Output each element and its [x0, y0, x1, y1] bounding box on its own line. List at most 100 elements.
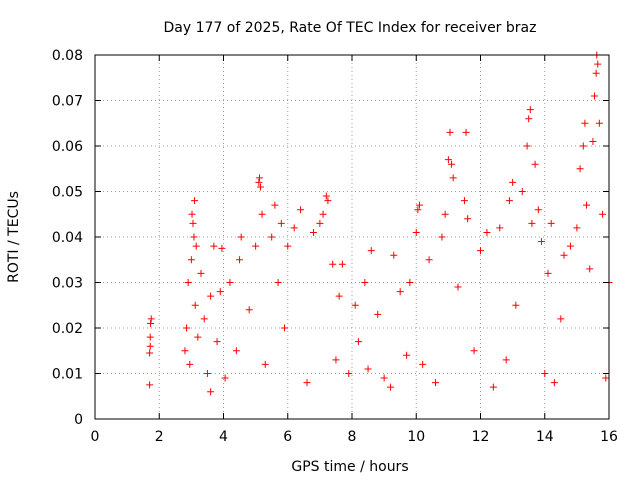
x-tick-label: 16: [600, 429, 618, 445]
chart-title: Day 177 of 2025, Rate Of TEC Index for r…: [164, 20, 537, 36]
data-point: [245, 306, 253, 314]
data-point: [595, 119, 603, 127]
x-axis-label: GPS time / hours: [291, 459, 408, 475]
data-point: [197, 269, 205, 277]
data-point: [281, 324, 289, 332]
data-point: [573, 224, 581, 232]
data-point: [187, 256, 195, 264]
x-tick-label: 10: [407, 429, 425, 445]
data-point: [432, 379, 440, 387]
data-point: [190, 233, 198, 241]
data-point: [460, 197, 468, 205]
data-point: [557, 315, 565, 323]
data-point: [438, 233, 446, 241]
data-point: [449, 174, 457, 182]
y-tick-label: 0.01: [52, 367, 83, 383]
data-point: [332, 356, 340, 364]
data-point: [218, 244, 226, 252]
data-point: [367, 247, 375, 255]
data-point: [146, 349, 154, 357]
data-point: [335, 292, 343, 300]
data-point: [213, 338, 221, 346]
data-point: [496, 224, 504, 232]
data-point: [566, 242, 574, 250]
data-point: [576, 165, 584, 173]
data-point: [338, 260, 346, 268]
data-point: [560, 251, 568, 259]
data-point: [589, 137, 597, 145]
data-point: [200, 315, 208, 323]
data-point: [309, 228, 317, 236]
data-point: [181, 347, 189, 355]
data-point: [414, 206, 422, 214]
data-point: [464, 215, 472, 223]
data-point: [364, 365, 372, 373]
data-point: [207, 388, 215, 396]
data-point: [316, 219, 324, 227]
data-point: [232, 347, 240, 355]
data-point: [396, 288, 404, 296]
data-point: [419, 360, 427, 368]
data-point: [526, 106, 534, 114]
data-point: [226, 279, 234, 286]
data-point: [581, 119, 589, 127]
data-point: [444, 156, 452, 164]
data-point: [345, 370, 353, 377]
data-point: [268, 233, 276, 241]
data-point: [544, 269, 552, 277]
x-tick-label: 0: [91, 429, 100, 445]
data-point: [261, 360, 269, 368]
data-point: [361, 279, 369, 286]
data-point: [274, 279, 282, 286]
data-point: [146, 333, 154, 341]
data-point: [255, 174, 263, 182]
data-point: [425, 256, 433, 264]
data-point: [324, 197, 332, 205]
data-point: [284, 242, 292, 250]
data-point: [525, 115, 533, 123]
data-point: [146, 342, 154, 350]
y-tick-label: 0.04: [52, 230, 83, 246]
data-point: [505, 197, 513, 205]
data-point: [147, 315, 155, 323]
data-point: [146, 381, 154, 389]
y-tick-label: 0.03: [52, 276, 83, 292]
data-point: [448, 160, 456, 168]
data-point: [591, 92, 599, 100]
data-point: [390, 251, 398, 259]
data-point: [216, 288, 224, 296]
data-point: [351, 301, 359, 309]
data-point: [523, 142, 531, 150]
data-point: [528, 219, 536, 227]
data-point: [403, 351, 411, 359]
data-point: [518, 188, 526, 195]
data-point: [210, 242, 218, 250]
data-point: [271, 201, 279, 209]
axis-ticks: 0 2 4 6 8 10 12 14 16 0 0.01 0.02 0.03 0.04 0.05 0.06 0.…: [52, 48, 618, 445]
data-point: [221, 374, 229, 382]
data-point: [252, 242, 260, 250]
data-point: [322, 192, 330, 200]
y-tick-label: 0.05: [52, 185, 83, 201]
data-point: [329, 260, 337, 268]
data-point: [509, 178, 517, 186]
data-point: [277, 219, 285, 227]
data-point: [207, 292, 215, 300]
data-point: [534, 206, 542, 214]
data-point: [256, 183, 264, 191]
data-point: [237, 233, 245, 241]
data-point: [483, 228, 491, 236]
data-point: [541, 370, 549, 377]
data-point: [441, 210, 449, 218]
x-tick-label: 2: [155, 429, 164, 445]
x-tick-label: 6: [283, 429, 292, 445]
data-point: [236, 256, 244, 264]
data-point: [303, 379, 311, 387]
y-tick-label: 0.02: [52, 321, 83, 337]
data-point: [203, 370, 211, 377]
data-point: [599, 210, 607, 218]
data-point: [186, 360, 194, 368]
data-point: [579, 142, 587, 150]
